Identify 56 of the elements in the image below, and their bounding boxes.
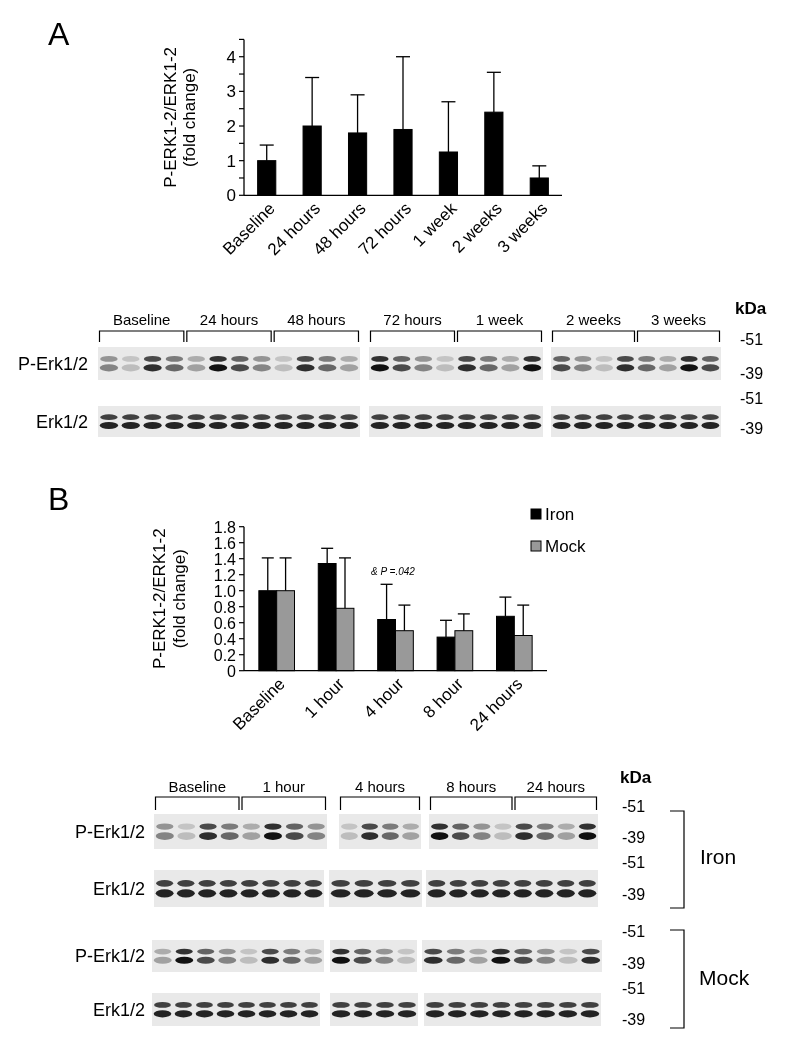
- category-label: Baseline: [112, 310, 171, 328]
- annotation: & P =.042: [371, 565, 416, 577]
- y-tick-label: 0.8: [213, 598, 237, 616]
- y-tick-label: 0: [227, 662, 237, 680]
- y-tick-label: 1: [226, 151, 236, 171]
- category-label: 4 hours: [354, 777, 406, 795]
- category-label: 3 weeks: [650, 310, 707, 328]
- text: Iron: [700, 844, 737, 868]
- category-label: Baseline: [168, 777, 227, 795]
- y-axis-title: P-ERK1-2/ERK1-2 (fold change): [150, 528, 189, 670]
- category-label: -39: [622, 1010, 646, 1028]
- category-label: -51: [622, 797, 646, 815]
- category-label: 1 hour: [262, 777, 306, 795]
- y-tick-label: 4: [226, 47, 236, 67]
- y-tick-label: 0.6: [213, 614, 237, 632]
- category-label: Erk1/2: [92, 878, 145, 899]
- category-label: -51: [740, 389, 764, 406]
- y-tick-label: 2: [226, 116, 236, 136]
- category-label: -51: [622, 853, 646, 871]
- category-label: -39: [622, 828, 646, 846]
- y-tick-label: 0: [226, 185, 236, 205]
- category-label: P-Erk1/2: [17, 353, 88, 374]
- y-tick-label: 0.4: [213, 630, 237, 648]
- y-tick-label: 1.0: [213, 582, 237, 600]
- category-label: Erk1/2: [35, 411, 88, 432]
- text: kDa: [735, 298, 767, 317]
- category-label: -51: [740, 330, 764, 348]
- chart-title: A: [48, 16, 70, 52]
- category-label: P-Erk1/2: [74, 821, 145, 842]
- category-label: -39: [740, 364, 764, 381]
- y-tick-label: 1.8: [213, 518, 237, 536]
- y-tick-label: 0.2: [213, 646, 237, 664]
- y-axis-title: P-ERK1-2/ERK1-2 (fold change): [161, 46, 199, 188]
- category-label: 2 weeks: [565, 310, 622, 328]
- category-label: 24 hours: [526, 777, 585, 795]
- text: Mock: [699, 965, 750, 989]
- legend-label: Mock: [545, 536, 587, 556]
- category-label: -39: [740, 419, 764, 436]
- y-tick-label: 1.6: [213, 534, 237, 552]
- y-tick-label: 3: [226, 81, 236, 101]
- category-label: -39: [622, 885, 646, 903]
- category-label: -51: [622, 922, 646, 940]
- category-label: Erk1/2: [92, 999, 145, 1020]
- category-label: P-Erk1/2: [74, 946, 145, 966]
- text: kDa: [620, 767, 652, 787]
- legend-label: Iron: [545, 504, 575, 524]
- y-tick-label: 1.2: [213, 566, 237, 584]
- category-label: 1 week: [475, 310, 524, 328]
- category-label: -51: [622, 979, 646, 997]
- y-tick-label: 1.4: [213, 550, 237, 568]
- category-label: 24 hours: [199, 310, 259, 328]
- category-label: 8 hours: [446, 777, 497, 795]
- category-label: -39: [622, 954, 646, 972]
- category-label: 48 hours: [287, 310, 346, 328]
- category-label: 72 hours: [383, 310, 442, 328]
- chart-title: B: [48, 481, 70, 517]
